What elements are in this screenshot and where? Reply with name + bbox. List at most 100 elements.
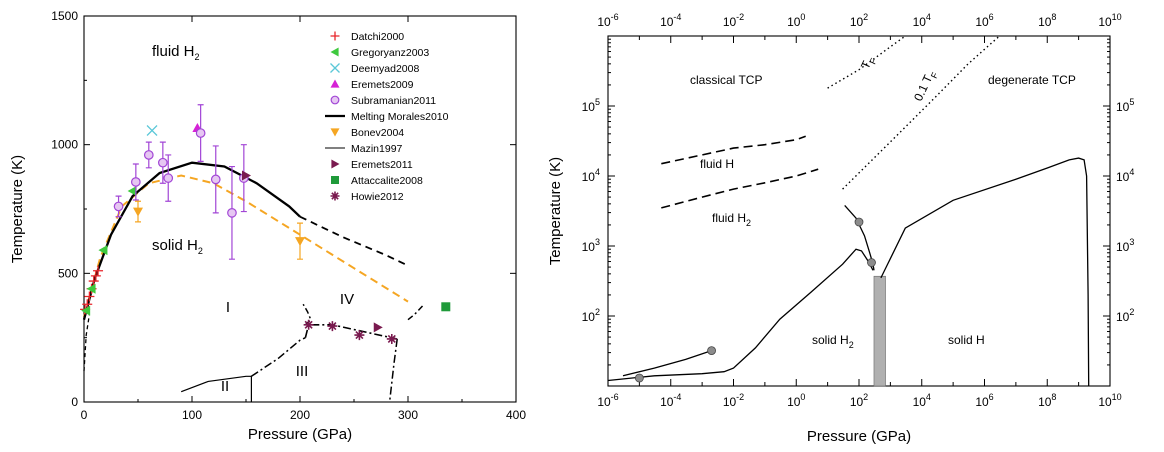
marker-subramanian2011 bbox=[210, 174, 221, 185]
sublimation-curve bbox=[622, 349, 712, 377]
legend-eremets2009-marker bbox=[330, 79, 340, 88]
right-x-bottom-tick-label: 104 bbox=[913, 392, 931, 409]
morales-melting-curve bbox=[82, 161, 301, 320]
legend-subramanian2011-label: Subramanian2011 bbox=[351, 95, 436, 107]
legend-gregoryanz2003-marker bbox=[330, 47, 339, 57]
right-y-right-tick-label: 103 bbox=[1116, 237, 1134, 254]
phase-i-iii-boundary bbox=[304, 324, 398, 340]
marker-howie2012 bbox=[354, 330, 365, 341]
right-gray-data-marker bbox=[707, 346, 716, 356]
legend-melting-morales2010-label: Melting Morales2010 bbox=[351, 111, 449, 123]
legend-gregoryanz2003-label: Gregoryanz2003 bbox=[351, 47, 429, 59]
legend-datchi2000-label: Datchi2000 bbox=[351, 31, 404, 43]
marker-bonev2004 bbox=[295, 237, 305, 247]
marker-subramanian2011 bbox=[143, 150, 154, 160]
left-y-tick-label: 0 bbox=[71, 395, 78, 409]
left-region-label-solid: solid H2 bbox=[152, 237, 203, 256]
right-x-top-tick-label: 106 bbox=[975, 12, 993, 29]
right-y-left-tick-label: 104 bbox=[582, 167, 600, 184]
right-y-right-tick-label: 105 bbox=[1116, 97, 1134, 114]
phase-iv-boundary bbox=[407, 303, 425, 321]
left-region-label-iii: III bbox=[296, 363, 309, 380]
right-y-left-tick-label: 105 bbox=[582, 97, 600, 114]
right-x-bottom-tick-label: 102 bbox=[850, 392, 868, 409]
marker-subramanian2011 bbox=[157, 157, 168, 168]
left-y-tick-label: 1500 bbox=[51, 9, 78, 23]
right-marker-group bbox=[634, 217, 876, 383]
right-region-label-solidh2: solid H2 bbox=[812, 333, 854, 350]
right-region-label-solidh: solid H bbox=[948, 333, 985, 347]
right-gray-data-marker bbox=[854, 217, 864, 227]
left-x-tick-label: 100 bbox=[182, 408, 202, 422]
phase-ii-iii-boundary bbox=[250, 337, 306, 377]
left-x-tick-label: 400 bbox=[506, 408, 526, 422]
marker-datchi2000 bbox=[88, 276, 99, 287]
right-y-right-tick-label: 104 bbox=[1116, 167, 1134, 184]
right-tick-group: 10-6 10-4 10-2 100 102 104 106 108 1010 10-6 10-4 1… bbox=[582, 12, 1135, 409]
right-annotation-group: classical TCP degenerate TCP fluid H fluid … bbox=[690, 53, 1076, 350]
fermi-temperature-line bbox=[827, 35, 906, 89]
marker-datchi2000 bbox=[93, 265, 104, 276]
right-x-top-tick-label: 102 bbox=[850, 12, 868, 29]
low-pressure-dashed-curve bbox=[83, 314, 91, 372]
legend-deemyad2008-label: Deemyad2008 bbox=[351, 63, 419, 75]
marker-howie2012 bbox=[386, 333, 397, 344]
legend-mazin1997-label: Mazin1997 bbox=[351, 143, 403, 155]
left-x-tick-label: 0 bbox=[81, 408, 88, 422]
marker-gregoryanz2003 bbox=[81, 305, 91, 316]
marker-howie2012 bbox=[327, 321, 338, 332]
right-gray-data-marker bbox=[634, 373, 644, 383]
phase-i-iv-boundary bbox=[302, 303, 312, 326]
solid-h-melting-curve bbox=[880, 157, 1090, 387]
left-phase-diagram: 0 100 200 300 400 0 500 1000 1500 fluid H2 solid … bbox=[9, 9, 526, 443]
legend-eremets2009-label: Eremets2009 bbox=[351, 79, 414, 91]
right-curve-group bbox=[607, 35, 1090, 387]
right-x-top-tick-label: 104 bbox=[913, 12, 931, 29]
right-phase-diagram: 10-6 10-4 10-2 100 102 104 106 108 1010 10-6 10-4 1… bbox=[547, 12, 1134, 445]
marker-attaccalite2008 bbox=[441, 302, 451, 312]
right-x-top-tick-label: 10-6 bbox=[597, 12, 618, 29]
right-x-bottom-tick-label: 1010 bbox=[1098, 392, 1121, 409]
phase-iii-lower-boundary bbox=[388, 338, 398, 403]
right-region-label-classical: classical TCP bbox=[690, 73, 762, 87]
right-x-top-tick-label: 1010 bbox=[1098, 12, 1121, 29]
right-x-top-tick-label: 10-2 bbox=[723, 12, 744, 29]
legend-deemyad2008-marker bbox=[330, 63, 340, 73]
right-x-bottom-tick-label: 10-4 bbox=[660, 392, 681, 409]
left-x-axis-label: Pressure (GPa) bbox=[248, 426, 352, 443]
right-x-top-tick-label: 108 bbox=[1038, 12, 1056, 29]
right-y-left-tick-label: 102 bbox=[582, 307, 600, 324]
upper-dashed-boundary bbox=[661, 135, 806, 165]
left-x-tick-label: 300 bbox=[398, 408, 418, 422]
right-x-top-tick-label: 100 bbox=[787, 12, 805, 29]
right-gray-data-marker bbox=[867, 258, 876, 267]
solid-h2-melting-curve bbox=[607, 248, 874, 382]
left-region-label-i: I bbox=[226, 299, 230, 316]
marker-subramanian2011 bbox=[113, 201, 124, 212]
marker-subramanian2011 bbox=[163, 173, 174, 183]
right-x-bottom-tick-label: 108 bbox=[1038, 392, 1056, 409]
left-plot-frame bbox=[83, 15, 517, 403]
right-shaded-band-group bbox=[873, 275, 886, 387]
left-region-label-ii: II bbox=[221, 378, 229, 395]
legend-datchi2000-marker bbox=[330, 31, 340, 41]
legend-bonev2004-marker bbox=[330, 128, 340, 137]
right-y-right-tick-label: 102 bbox=[1116, 307, 1134, 324]
marker-gregoryanz2003 bbox=[86, 283, 96, 294]
marker-eremets2011 bbox=[373, 322, 383, 333]
left-y-tick-label: 1000 bbox=[51, 138, 78, 152]
left-marker-group bbox=[80, 104, 451, 344]
right-y-left-tick-label: 103 bbox=[582, 237, 600, 254]
right-region-label-tf01: 0.1 TF bbox=[911, 67, 940, 104]
legend-howie2012-label: Howie2012 bbox=[351, 191, 404, 203]
right-region-label-tf: TF bbox=[858, 53, 879, 72]
right-x-bottom-tick-label: 106 bbox=[975, 392, 993, 409]
marker-datchi2000 bbox=[90, 270, 101, 281]
bonev-fit-curve bbox=[83, 174, 409, 318]
legend-eremets2011-marker bbox=[331, 159, 340, 169]
right-plot-frame bbox=[607, 35, 1111, 387]
right-region-label-degenerate: degenerate TCP bbox=[988, 73, 1076, 87]
left-region-label-iv: IV bbox=[340, 291, 354, 308]
